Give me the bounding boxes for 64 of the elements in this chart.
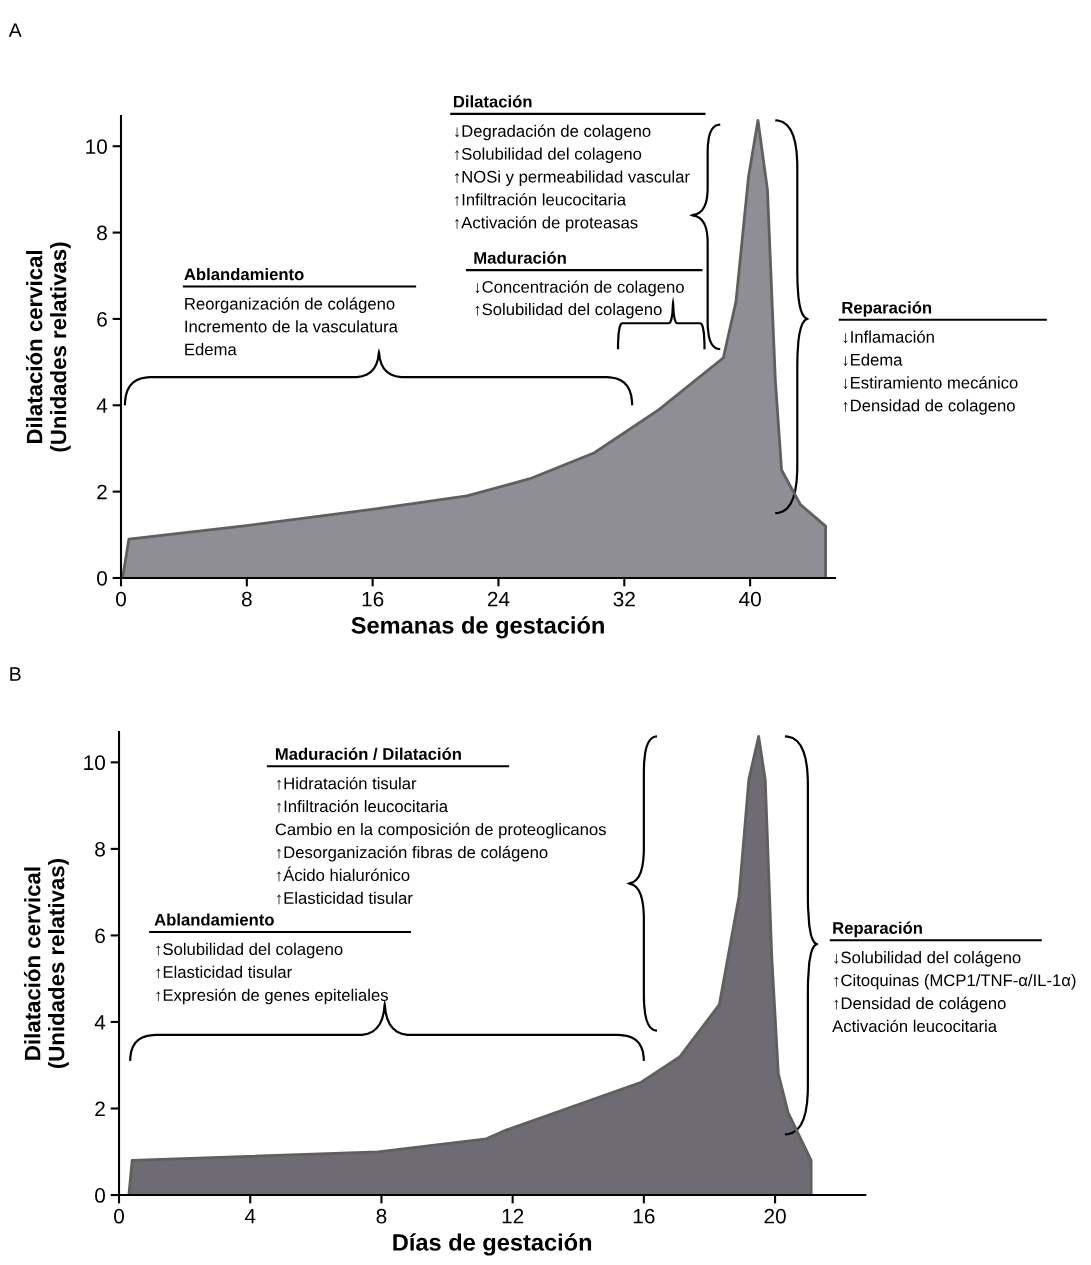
annotation: Maduración: [474, 251, 566, 264]
x-tick-label: 20: [764, 1208, 786, 1224]
annotation: ↑Activación de proteasas: [455, 216, 638, 232]
y-tick-label: 6: [97, 311, 107, 327]
text: ↓Estiramiento mecánico: [843, 376, 1018, 389]
annotation: ↑Infiltración leucocitaria: [455, 193, 627, 206]
annotation: ↓Degradación de colageno: [455, 124, 651, 141]
y-tick-label: 0: [97, 570, 107, 586]
annotation: ↑Infiltración leucocitaria: [277, 799, 449, 813]
annotation: ↑NOSi y permeabilidad vascular: [455, 170, 690, 186]
annotation: ↑Citoquinas (MCP1/TNF-α/IL-1α): [834, 973, 1076, 990]
y-axis-title: Dilatación cervical (Unidades relativas): [25, 242, 71, 452]
y-tick-label: 8: [97, 225, 107, 241]
annotation: Maduración / Dilatación: [275, 747, 461, 761]
annotation: ↑Elasticidad tisular: [156, 965, 292, 979]
annotation: ↑Expresión de genes epiteliales: [156, 988, 388, 1005]
x-axis-title: Días de gestación: [393, 1233, 592, 1256]
chart-title: A: [8, 23, 22, 37]
x-tick-label: 0: [116, 591, 126, 607]
x-tick-label: 24: [487, 591, 510, 607]
y-tick-label: 10: [86, 139, 107, 154]
text: Dilatación: [453, 95, 532, 108]
annotation: Edema: [185, 343, 237, 356]
chart-title: B: [10, 667, 21, 681]
x-tick-label: 40: [739, 591, 761, 607]
annotation: ↑Ácido hialurónico: [277, 866, 410, 882]
annotation: ↑Elasticidad tisular: [277, 891, 413, 905]
annotation: Ablandamiento: [184, 267, 304, 281]
y-tick-label: 4: [94, 1015, 106, 1030]
text: ↓Edema: [843, 353, 903, 367]
annotation: Cambio en la composición de proteoglicanos: [275, 822, 606, 839]
annotation: ↑Desorganización fibras de colágeno: [277, 845, 548, 862]
annotation: ↓Solubilidad del colágeno: [834, 950, 1021, 967]
annotation: ↓Concentración de colageno: [475, 280, 684, 297]
y-tick-label: 6: [95, 928, 105, 944]
x-tick-label: 8: [376, 1208, 387, 1224]
x-tick-label: 16: [633, 1208, 655, 1224]
y-tick-label: 2: [97, 484, 107, 500]
annotation: Reorganización de colágeno: [185, 297, 395, 313]
y-tick-label: 10: [84, 755, 106, 771]
y-axis-title: Dilatación cervical (Unidades relativas): [23, 859, 69, 1069]
annotation: Ablandamiento: [154, 913, 274, 926]
x-tick-label: 4: [244, 1209, 256, 1224]
x-tick-label: 12: [502, 1208, 524, 1224]
annotation: ↑Densidad de colágeno: [834, 996, 1006, 1013]
x-tick-label: 8: [241, 591, 252, 607]
y-tick-label: 8: [95, 841, 105, 857]
annotation: Incremento de la vasculatura: [185, 320, 398, 333]
x-tick-label: 16: [362, 591, 384, 607]
annotation: ↑Solubilidad del colageno: [475, 302, 662, 319]
annotation: ↑Hidratación tisular: [277, 776, 417, 790]
annotation: ↑Solubilidad del colageno: [455, 147, 642, 164]
text: Reparación: [842, 301, 932, 317]
y-tick-label: 2: [95, 1101, 105, 1117]
x-tick-label: 0: [114, 1208, 125, 1224]
text: ↑Densidad de colageno: [843, 399, 1015, 415]
x-tick-label: 32: [613, 591, 635, 607]
x-axis-title: Semanas de gestación: [351, 616, 604, 639]
text: ↓Inflamación: [843, 330, 934, 344]
annotation: Activación leucocitaria: [832, 1019, 998, 1033]
annotation: Reparación: [833, 921, 922, 938]
y-tick-label: 0: [95, 1188, 106, 1203]
y-tick-label: 4: [96, 398, 108, 413]
annotation: ↑Solubilidad del colageno: [156, 942, 343, 959]
